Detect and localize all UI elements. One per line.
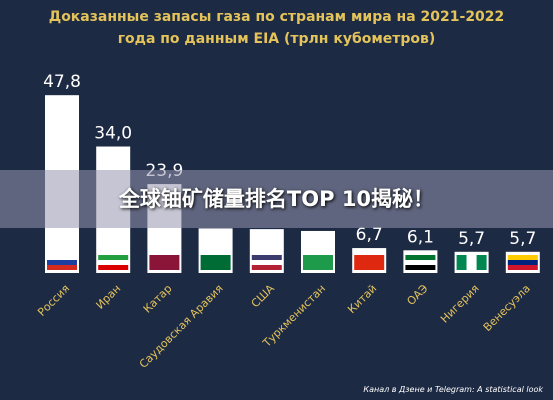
flag-stripe	[405, 260, 436, 265]
flag-stripe	[47, 255, 77, 260]
footer: Канал в Дзене и Telegram: A statistical …	[363, 385, 543, 394]
flag-stripe	[149, 265, 180, 270]
flag-stripe	[507, 265, 538, 270]
value-label: 6,7	[356, 225, 383, 245]
flag-stripe	[303, 265, 333, 270]
flag-stripe	[405, 255, 436, 260]
flag-stripe	[98, 260, 129, 265]
chart-title: Доказанные запасы газа по странам мира н…	[48, 9, 505, 47]
flag-stripe	[303, 255, 333, 260]
flag-stripe	[47, 265, 77, 270]
flag-stripe	[149, 260, 180, 265]
flag-stripe	[98, 265, 129, 270]
flag-stripe	[47, 260, 77, 265]
overlay-banner	[0, 170, 553, 228]
x-tick-label: Китай	[345, 282, 379, 316]
flag-stripe	[507, 255, 538, 260]
flag-stripe	[354, 265, 385, 270]
flag-stripe	[507, 260, 538, 265]
x-tick-label: Россия	[35, 282, 72, 319]
x-tick-label: Венесуэла	[481, 282, 533, 334]
flag-stripe	[466, 255, 477, 270]
x-tick-label: ОАЭ	[404, 282, 430, 308]
x-tick-label: Нигерия	[438, 282, 482, 326]
value-label: 5,7	[458, 229, 485, 249]
value-label: 5,7	[509, 229, 536, 249]
flag-stripe	[200, 265, 231, 270]
flag-stripe	[303, 260, 333, 265]
flag-stripe	[456, 255, 467, 270]
flag-stripe	[200, 260, 231, 265]
flag-stripe	[476, 255, 487, 270]
x-tick-label: США	[249, 282, 278, 311]
overlay-title: 全球铀矿储量排名TOP 10揭秘！	[118, 187, 435, 211]
flag-stripe	[251, 255, 282, 260]
x-tick-label: Катар	[141, 282, 175, 316]
x-tick-label: Саудовская Аравия	[137, 282, 226, 371]
x-tick-label: Иран	[94, 282, 124, 312]
value-label: 6,1	[407, 227, 434, 247]
flag-stripe	[251, 260, 282, 265]
value-label: 34,0	[94, 124, 132, 144]
flag-stripe	[354, 260, 385, 265]
flag-stripe	[98, 255, 129, 260]
flag-stripe	[354, 255, 385, 260]
value-label: 47,8	[43, 72, 81, 92]
flag-stripe	[251, 265, 282, 270]
flag-stripe	[200, 255, 231, 260]
flag-stripe	[405, 265, 436, 270]
flag-stripe	[149, 255, 180, 260]
